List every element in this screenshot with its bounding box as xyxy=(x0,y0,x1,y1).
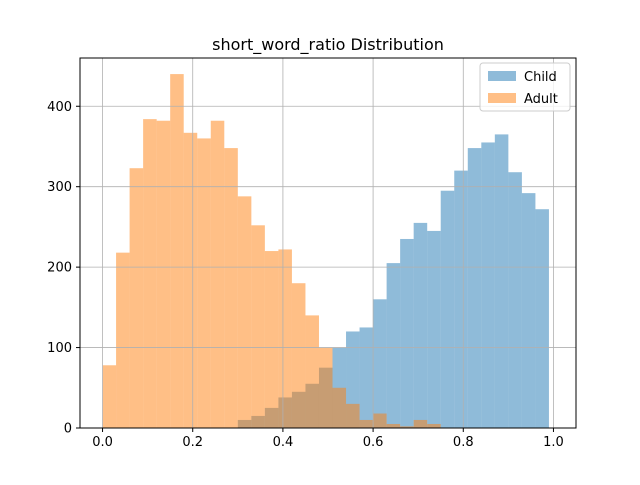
legend: Child Adult xyxy=(479,62,571,112)
bar-adult-1 xyxy=(116,252,130,428)
legend-swatch-adult xyxy=(488,93,516,103)
y-tick-label-0: 0 xyxy=(64,422,72,437)
bar-child-27 xyxy=(467,148,482,428)
bar-child-28 xyxy=(481,142,495,428)
bar-adult-15 xyxy=(305,315,319,428)
x-tick-label-0: 0.0 xyxy=(92,435,113,450)
bar-adult-19 xyxy=(359,419,374,428)
bar-child-21 xyxy=(386,263,401,428)
bar-adult-23 xyxy=(413,419,428,428)
y-tick-label-1: 100 xyxy=(47,341,72,356)
bar-adult-5 xyxy=(170,74,184,428)
bar-child-31 xyxy=(521,193,536,428)
bar-adult-14 xyxy=(291,283,306,428)
bar-adult-20 xyxy=(373,413,387,428)
bar-child-22 xyxy=(400,238,414,428)
x-tick-label-3: 0.6 xyxy=(363,435,384,450)
bar-child-30 xyxy=(508,172,522,428)
bar-adult-17 xyxy=(332,387,347,428)
y-tick-label-3: 300 xyxy=(47,180,72,195)
bar-adult-7 xyxy=(197,138,211,428)
bar-child-20 xyxy=(373,299,387,428)
bar-adult-9 xyxy=(224,148,238,428)
bars-layer xyxy=(102,74,549,429)
legend-label-adult: Adult xyxy=(524,92,558,107)
bar-child-19 xyxy=(359,327,374,428)
bar-adult-21 xyxy=(386,423,401,428)
legend-swatch-child xyxy=(488,71,516,81)
x-tick-label-5: 1.0 xyxy=(543,435,564,450)
ticks-layer: 0.0 0.2 0.4 0.6 0.8 1.0 0 100 200 300 400 xyxy=(47,100,564,450)
legend-label-child: Child xyxy=(524,70,557,85)
chart-title: short_word_ratio Distribution xyxy=(212,35,444,55)
bar-adult-12 xyxy=(264,251,279,428)
bar-child-25 xyxy=(440,190,455,428)
bar-child-24 xyxy=(427,230,441,428)
bar-child-29 xyxy=(494,134,509,429)
bar-adult-24 xyxy=(427,423,441,428)
plot-frame xyxy=(79,57,577,429)
bar-child-23 xyxy=(413,222,428,428)
bar-adult-6 xyxy=(183,132,198,428)
bar-adult-18 xyxy=(346,403,360,428)
frame-layer xyxy=(79,57,577,429)
bar-child-32 xyxy=(535,209,549,428)
bar-adult-13 xyxy=(278,249,292,428)
bar-adult-4 xyxy=(156,120,171,428)
bar-adult-2 xyxy=(129,168,144,428)
bar-adult-3 xyxy=(143,119,157,428)
bar-adult-11 xyxy=(251,225,265,428)
bar-adult-8 xyxy=(210,120,225,428)
x-tick-label-2: 0.4 xyxy=(273,435,294,450)
bar-adult-0 xyxy=(102,365,117,428)
y-tick-label-2: 200 xyxy=(47,261,72,276)
y-tick-label-4: 400 xyxy=(47,100,72,115)
x-tick-label-1: 0.2 xyxy=(182,435,203,450)
bar-adult-22 xyxy=(400,426,414,428)
x-tick-label-4: 0.8 xyxy=(453,435,474,450)
bar-adult-16 xyxy=(318,347,333,428)
bar-adult-10 xyxy=(237,196,252,428)
bar-child-26 xyxy=(454,170,468,428)
